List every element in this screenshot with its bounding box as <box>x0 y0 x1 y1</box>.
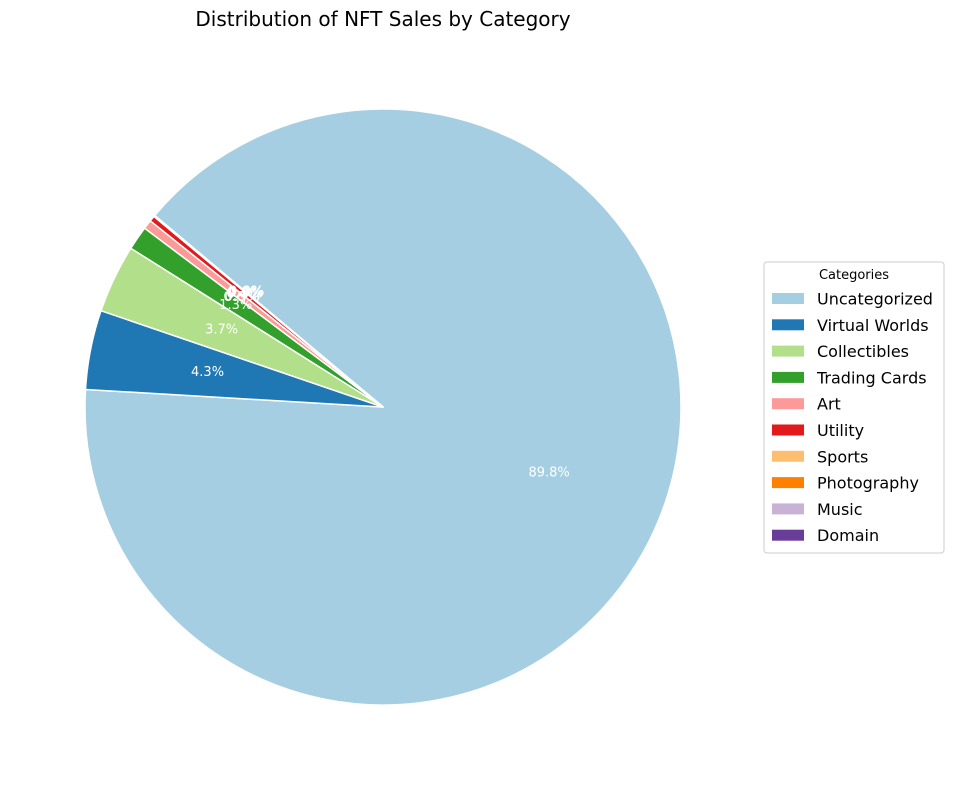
legend-label: Domain <box>817 526 879 545</box>
legend-label: Music <box>817 500 863 519</box>
pie-percent-label: 0.3% <box>226 286 262 301</box>
legend-swatch <box>772 293 804 304</box>
legend-items: Uncategorized Virtual Worlds Collectibles T… <box>772 290 933 545</box>
legend-frame <box>763 261 945 554</box>
pie-percent-label: 1.3% <box>219 298 252 313</box>
pie-percent-labels: 89.8%4.3%3.7%1.3%0.5%0.3%0.0%0.0%0.0%0.0… <box>191 285 570 481</box>
legend-swatch <box>772 398 804 410</box>
legend-swatch <box>772 371 804 383</box>
legend-title: Categories <box>819 268 889 283</box>
legend-label: Photography <box>817 474 919 493</box>
pie-slices <box>84 108 682 706</box>
pie-slice-uncategorized <box>84 108 682 706</box>
pie-percent-label: 89.8% <box>528 466 569 481</box>
legend-swatch <box>772 503 804 515</box>
legend: Categories Uncategorized Virtual Worlds Co… <box>763 261 945 554</box>
legend-label: Sports <box>817 447 868 466</box>
legend-label: Utility <box>817 421 864 440</box>
pie-percent-label: 0.0% <box>228 285 264 300</box>
pie-percent-label: 0.0% <box>228 285 264 300</box>
legend-swatch <box>772 477 804 489</box>
pie-percent-label: 4.3% <box>191 365 224 380</box>
legend-swatch <box>772 319 804 331</box>
legend-swatch <box>772 345 804 357</box>
pie-percent-label: 0.0% <box>228 285 264 300</box>
legend-label: Collectibles <box>817 342 909 361</box>
legend-label: Trading Cards <box>816 368 927 387</box>
chart-title: Distribution of NFT Sales by Category <box>195 7 570 31</box>
pie-slice-domain <box>153 214 384 408</box>
legend-label: Virtual Worlds <box>817 316 929 335</box>
legend-swatch <box>772 424 804 436</box>
legend-label: Uncategorized <box>817 290 933 309</box>
pie-percent-label: 3.7% <box>205 322 238 337</box>
legend-swatch <box>772 529 804 541</box>
legend-label: Art <box>817 395 841 414</box>
pie-percent-label: 0.5% <box>224 290 260 305</box>
pie-percent-label: 0.0% <box>228 285 264 300</box>
legend-swatch <box>772 450 804 462</box>
